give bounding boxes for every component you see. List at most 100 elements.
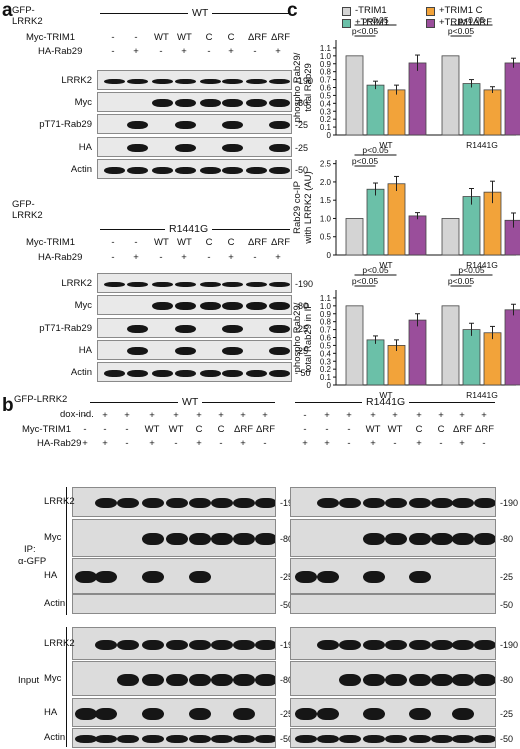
mw-marker: -50	[280, 600, 294, 610]
mw-marker: -190	[295, 279, 314, 289]
bar	[504, 309, 520, 386]
lane-ha: -	[263, 438, 267, 449]
protein-band	[117, 673, 139, 686]
mw-marker: -25	[295, 324, 309, 334]
legend-label: +TRIM1ΔRF	[439, 17, 493, 28]
mw-marker: -25	[280, 572, 294, 582]
protein-band	[152, 302, 173, 310]
blot-row-label: HA	[78, 345, 92, 356]
protein-band	[127, 78, 148, 84]
protein-band	[385, 498, 407, 508]
protein-band	[255, 639, 275, 650]
protein-band	[166, 533, 188, 545]
western-blot-strip	[72, 519, 276, 557]
significance-label: p<0.05	[362, 265, 389, 275]
protein-band	[255, 673, 275, 686]
protein-band	[269, 166, 290, 174]
lane-gfp: +	[124, 410, 130, 421]
lane-myc: ΔRF	[248, 32, 268, 43]
lane-myc: WT	[144, 424, 160, 435]
y-tick-label: 0.5	[320, 233, 332, 242]
lane-myc: WT	[387, 424, 403, 435]
protein-band	[175, 369, 196, 377]
protein-band	[269, 325, 290, 333]
protein-band	[142, 533, 164, 545]
blot-row-label: Myc	[74, 300, 92, 311]
protein-band	[431, 735, 453, 743]
lane-myc: -	[303, 424, 307, 435]
legend-label: +TRIM1	[355, 17, 390, 28]
blot-row-label: Myc	[74, 97, 92, 108]
lane-myc: WT	[177, 237, 192, 248]
protein-band	[233, 498, 255, 508]
western-blot-strip	[97, 340, 292, 360]
y-tick-label: 0.6	[320, 334, 332, 343]
protein-band	[200, 281, 221, 287]
protein-band	[211, 533, 233, 545]
protein-band	[295, 707, 317, 720]
protein-band	[142, 571, 164, 583]
lane-ha: +	[228, 46, 234, 57]
y-tick-label: 0	[327, 251, 332, 260]
protein-band	[95, 498, 117, 508]
blot-row-label: LRRK2	[44, 496, 75, 507]
lane-gfp: -	[83, 410, 87, 421]
mw-marker: - 50	[295, 368, 311, 378]
legend-label: -TRIM1	[355, 5, 387, 16]
bar	[366, 188, 385, 256]
y-tick-label: 2.5	[320, 160, 332, 169]
lane-gfp: +	[481, 410, 487, 421]
protein-band	[211, 639, 233, 650]
protein-band	[152, 78, 173, 84]
lane-ha: -	[207, 252, 211, 263]
protein-band	[222, 325, 243, 333]
protein-band	[200, 302, 221, 310]
panel-label-a: a	[2, 0, 13, 21]
western-blot-strip	[290, 594, 496, 614]
western-blot-strip	[290, 728, 496, 748]
lane-ha: +	[416, 438, 422, 449]
blot-row-label: Myc	[44, 672, 62, 684]
lane-ha: +	[181, 46, 187, 57]
lane-gfp: +	[459, 410, 465, 421]
protein-band	[95, 571, 117, 583]
blot-row-label: HA	[44, 706, 58, 718]
lane-ha: -	[347, 438, 351, 449]
mw-marker: -50	[295, 165, 309, 175]
lane-gfp: +	[102, 410, 108, 421]
y-axis-label: phospho Rab29/	[292, 302, 303, 372]
protein-band	[246, 99, 267, 107]
protein-band	[104, 78, 125, 84]
protein-band	[363, 707, 385, 720]
blot-row-label: Actin	[44, 732, 66, 743]
protein-band	[385, 673, 407, 686]
western-blot-strip	[290, 487, 496, 517]
protein-band	[142, 639, 164, 650]
mw-marker: -50	[280, 734, 294, 744]
y-tick-label: 0.9	[320, 60, 332, 69]
western-blot-strip	[72, 558, 276, 594]
protein-band	[452, 498, 474, 508]
ip-label: IP:	[24, 544, 36, 555]
western-blot-strip	[97, 273, 292, 293]
protein-band	[166, 735, 188, 743]
protein-band	[409, 673, 431, 686]
protein-band	[189, 571, 211, 583]
protein-band	[200, 78, 221, 84]
y-tick-label: 0.9	[320, 310, 332, 319]
lane-myc: ΔRF	[475, 424, 495, 435]
lane-gfp: +	[370, 410, 376, 421]
y-axis-label: phospho Rab29/	[292, 52, 303, 122]
ha-rab29-row-label: HA-Rab29	[38, 252, 83, 263]
y-tick-label: 0.7	[320, 76, 332, 85]
mw-marker: -80	[280, 674, 294, 685]
western-blot-strip	[97, 159, 292, 179]
protein-band	[339, 639, 361, 650]
lane-ha: -	[111, 252, 115, 263]
protein-band	[431, 498, 453, 508]
y-tick-label: 1.0	[320, 214, 332, 223]
bar	[408, 319, 427, 386]
protein-band	[127, 325, 148, 333]
protein-band	[175, 78, 196, 84]
protein-band	[385, 735, 407, 743]
